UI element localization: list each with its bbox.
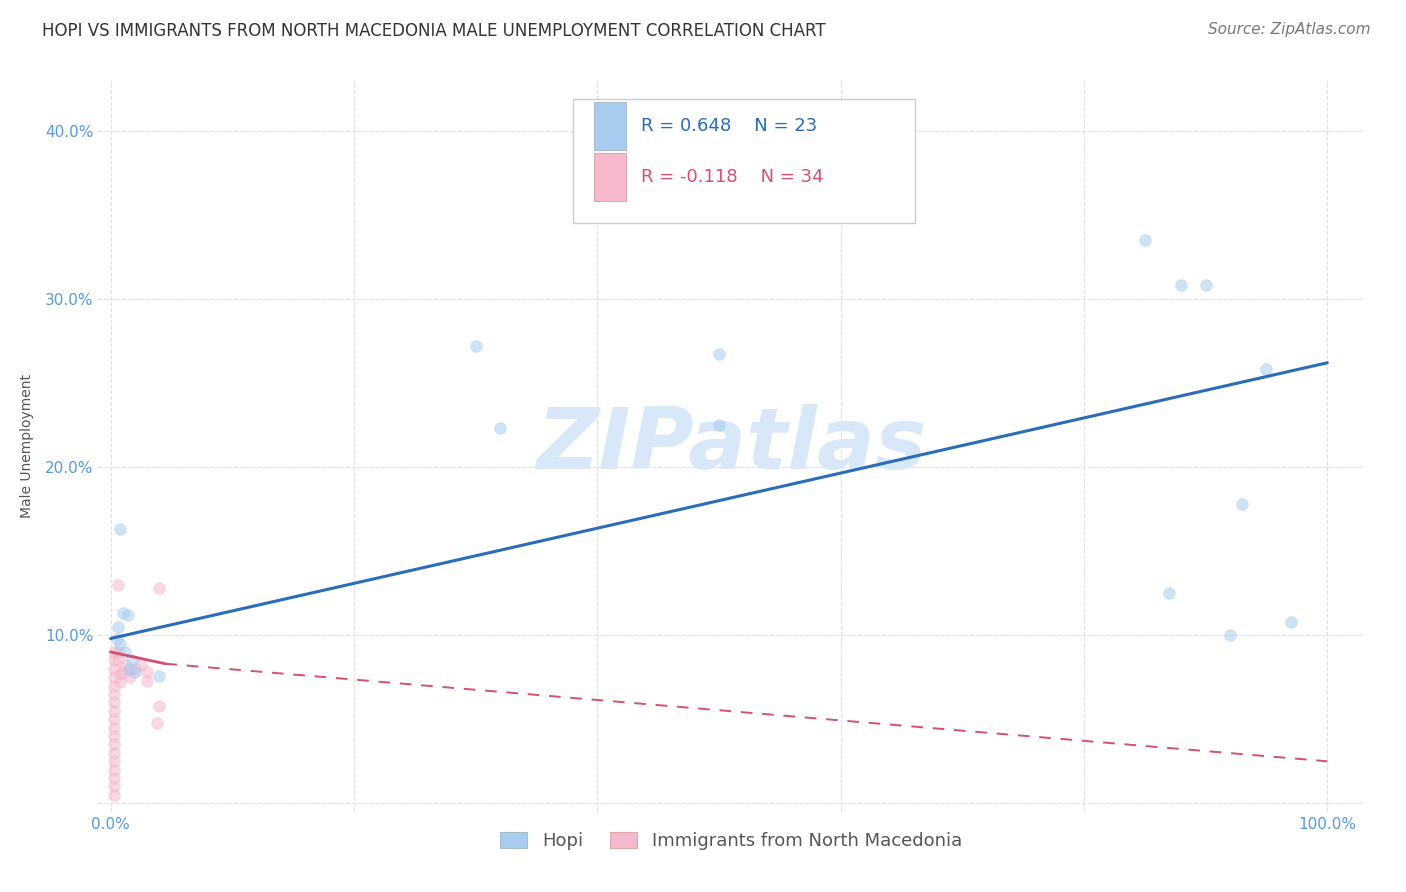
Point <box>148 668 170 682</box>
Point <box>103 754 125 768</box>
Point <box>103 704 125 718</box>
Text: HOPI VS IMMIGRANTS FROM NORTH MACEDONIA MALE UNEMPLOYMENT CORRELATION CHART: HOPI VS IMMIGRANTS FROM NORTH MACEDONIA … <box>42 22 825 40</box>
Point <box>1279 615 1302 629</box>
Point <box>489 421 512 435</box>
Point <box>464 339 486 353</box>
Text: R = -0.118    N = 34: R = -0.118 N = 34 <box>641 169 824 186</box>
Point <box>107 578 129 592</box>
Point <box>1133 233 1156 247</box>
Point <box>148 698 170 713</box>
Point <box>118 662 141 676</box>
Point <box>1219 628 1241 642</box>
Point <box>103 687 125 701</box>
Point <box>110 666 132 681</box>
Point <box>136 673 159 688</box>
Point <box>103 746 125 760</box>
Point <box>103 780 125 794</box>
Point <box>103 729 125 743</box>
Point <box>117 607 139 622</box>
Point <box>110 522 132 536</box>
Point <box>105 632 128 646</box>
Bar <box>595 103 626 150</box>
Point <box>120 662 141 676</box>
Point <box>107 653 129 667</box>
Point <box>1256 362 1278 376</box>
Point <box>120 670 141 684</box>
Point <box>103 653 125 667</box>
Y-axis label: Male Unemployment: Male Unemployment <box>20 374 34 518</box>
Point <box>111 665 134 680</box>
Point <box>114 658 136 673</box>
Legend: Hopi, Immigrants from North Macedonia: Hopi, Immigrants from North Macedonia <box>494 825 969 857</box>
Point <box>1230 497 1253 511</box>
Point <box>707 347 730 361</box>
Point <box>124 665 146 680</box>
Point <box>103 721 125 735</box>
Point <box>103 763 125 777</box>
Point <box>124 662 146 676</box>
Point <box>103 645 125 659</box>
Point <box>136 665 159 680</box>
Point <box>103 771 125 785</box>
Point <box>1194 278 1216 293</box>
Point <box>107 620 129 634</box>
Text: Source: ZipAtlas.com: Source: ZipAtlas.com <box>1208 22 1371 37</box>
Point <box>103 695 125 709</box>
Point <box>110 636 132 650</box>
Point <box>121 653 143 667</box>
FancyBboxPatch shape <box>574 99 914 223</box>
Point <box>103 679 125 693</box>
Point <box>103 712 125 726</box>
Point <box>103 788 125 802</box>
Point <box>111 607 134 621</box>
Point <box>103 738 125 752</box>
Text: R = 0.648    N = 23: R = 0.648 N = 23 <box>641 117 817 135</box>
Point <box>110 675 132 690</box>
Point <box>1159 586 1181 600</box>
Point <box>129 658 152 673</box>
Point <box>1170 278 1192 293</box>
Point <box>114 645 136 659</box>
Bar <box>595 153 626 201</box>
Text: ZIPatlas: ZIPatlas <box>536 404 927 488</box>
Point <box>103 670 125 684</box>
Point <box>707 417 730 432</box>
Point <box>103 662 125 676</box>
Point <box>107 645 129 659</box>
Point <box>148 581 170 595</box>
Point <box>146 715 169 730</box>
